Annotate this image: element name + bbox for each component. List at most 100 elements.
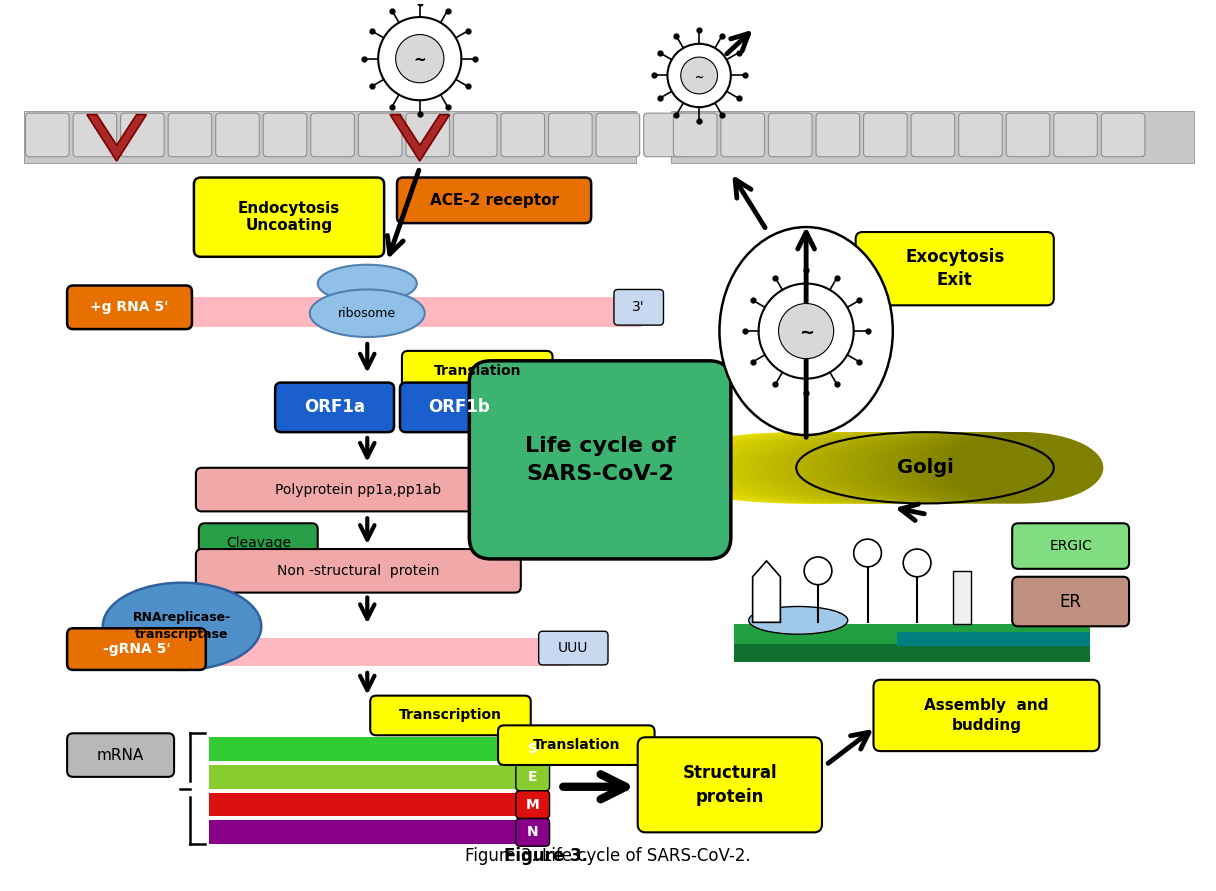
Bar (209, 737, 516, 761)
Ellipse shape (834, 432, 1041, 503)
Text: S: S (528, 742, 537, 756)
FancyBboxPatch shape (196, 549, 520, 593)
FancyBboxPatch shape (548, 113, 592, 157)
Bar (209, 765, 516, 789)
Ellipse shape (764, 432, 1002, 503)
Ellipse shape (773, 432, 1008, 503)
Text: Transcription: Transcription (399, 708, 502, 723)
Text: RNAreplicase-
transcriptase: RNAreplicase- transcriptase (133, 611, 231, 642)
FancyBboxPatch shape (215, 113, 259, 157)
Text: ORF1b: ORF1b (428, 398, 490, 416)
Ellipse shape (945, 432, 1103, 503)
Circle shape (804, 557, 832, 584)
Ellipse shape (754, 432, 996, 503)
Bar (157, 638, 570, 666)
Bar (23, 111, 636, 163)
Text: Exocytosis
Exit: Exocytosis Exit (905, 248, 1004, 290)
FancyBboxPatch shape (856, 232, 1054, 306)
Text: UUU: UUU (558, 642, 589, 655)
FancyBboxPatch shape (873, 680, 1099, 751)
FancyBboxPatch shape (370, 696, 530, 735)
FancyBboxPatch shape (396, 177, 591, 223)
Circle shape (778, 304, 834, 359)
FancyBboxPatch shape (614, 290, 664, 325)
FancyBboxPatch shape (67, 733, 174, 777)
FancyBboxPatch shape (263, 113, 306, 157)
Text: M: M (525, 797, 540, 812)
Ellipse shape (874, 432, 1064, 503)
FancyBboxPatch shape (67, 628, 206, 670)
FancyBboxPatch shape (816, 113, 860, 157)
Text: Assembly  and
budding: Assembly and budding (924, 698, 1048, 733)
Text: Cleavage: Cleavage (226, 536, 291, 550)
Ellipse shape (703, 432, 968, 503)
Bar (897, 633, 1091, 646)
Bar (209, 793, 516, 816)
Text: N: N (527, 825, 539, 839)
Ellipse shape (720, 227, 893, 435)
Text: ACE-2 receptor: ACE-2 receptor (429, 192, 558, 208)
FancyBboxPatch shape (1012, 576, 1130, 626)
Text: Translation: Translation (533, 738, 620, 752)
FancyBboxPatch shape (643, 113, 687, 157)
FancyBboxPatch shape (193, 177, 384, 257)
Text: Golgi: Golgi (896, 458, 953, 478)
Ellipse shape (743, 432, 991, 503)
Text: ERGIC: ERGIC (1049, 539, 1092, 553)
Ellipse shape (653, 432, 940, 503)
FancyBboxPatch shape (499, 725, 654, 765)
Ellipse shape (663, 432, 946, 503)
Circle shape (378, 17, 461, 101)
Bar (733, 644, 1091, 662)
FancyBboxPatch shape (311, 113, 354, 157)
Text: ~: ~ (799, 324, 814, 342)
FancyBboxPatch shape (516, 819, 550, 846)
Text: Endocytosis
Uncoating: Endocytosis Uncoating (238, 201, 340, 233)
Ellipse shape (317, 265, 417, 302)
FancyBboxPatch shape (1012, 523, 1130, 568)
Polygon shape (390, 115, 450, 161)
FancyBboxPatch shape (120, 113, 164, 157)
Bar (671, 111, 1194, 163)
FancyBboxPatch shape (73, 113, 117, 157)
FancyBboxPatch shape (1054, 113, 1097, 157)
Ellipse shape (683, 432, 957, 503)
Text: ribosome: ribosome (338, 307, 396, 320)
FancyBboxPatch shape (516, 763, 550, 790)
Text: ~: ~ (694, 72, 704, 83)
Bar (157, 298, 642, 327)
Circle shape (681, 57, 717, 94)
FancyBboxPatch shape (199, 523, 317, 563)
FancyBboxPatch shape (1007, 113, 1049, 157)
Ellipse shape (724, 432, 979, 503)
Text: Life cycle of
SARS-CoV-2: Life cycle of SARS-CoV-2 (524, 436, 675, 484)
Text: Figure 3. Life cycle of SARS-CoV-2.: Figure 3. Life cycle of SARS-CoV-2. (466, 847, 750, 865)
Bar (953, 571, 970, 625)
Text: +g RNA 5': +g RNA 5' (90, 300, 169, 315)
Text: Structural
protein: Structural protein (682, 764, 777, 805)
FancyBboxPatch shape (196, 468, 520, 511)
FancyBboxPatch shape (958, 113, 1002, 157)
Bar (733, 625, 1091, 644)
Ellipse shape (814, 432, 1030, 503)
FancyBboxPatch shape (454, 113, 497, 157)
Circle shape (903, 549, 931, 576)
FancyBboxPatch shape (516, 735, 550, 763)
Ellipse shape (924, 432, 1092, 503)
FancyBboxPatch shape (1102, 113, 1145, 157)
FancyBboxPatch shape (275, 382, 394, 432)
Text: Polyprotein pp1a,pp1ab: Polyprotein pp1a,pp1ab (275, 483, 441, 496)
Polygon shape (86, 115, 146, 161)
Text: mRNA: mRNA (97, 748, 145, 763)
Text: Non -structural  protein: Non -structural protein (277, 564, 439, 578)
Ellipse shape (824, 432, 1036, 503)
Ellipse shape (310, 290, 424, 337)
Ellipse shape (103, 583, 261, 670)
FancyBboxPatch shape (168, 113, 212, 157)
Text: 3': 3' (632, 300, 644, 315)
FancyBboxPatch shape (637, 737, 822, 832)
Text: ER: ER (1059, 593, 1082, 610)
Ellipse shape (844, 432, 1047, 503)
Text: E: E (528, 770, 537, 784)
Polygon shape (753, 561, 781, 622)
